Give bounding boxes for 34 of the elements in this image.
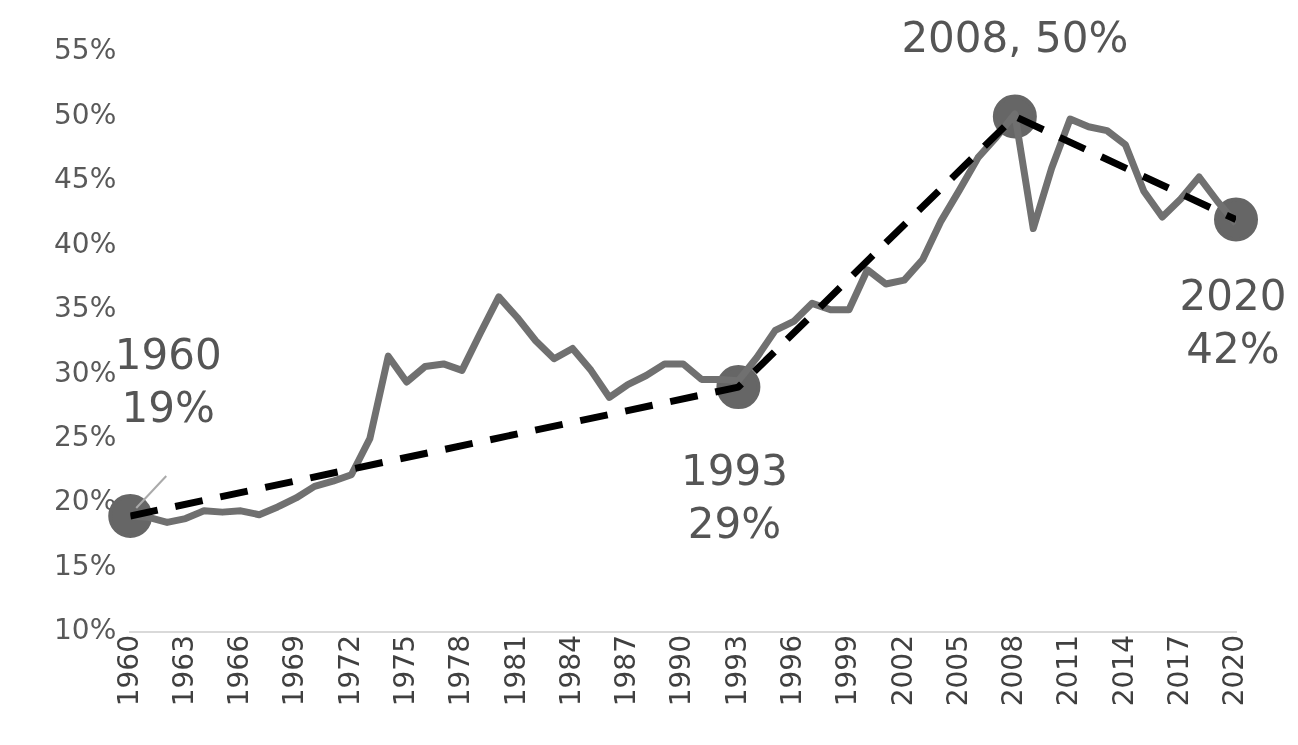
y-tick-label: 30% bbox=[54, 355, 117, 389]
y-tick-label: 20% bbox=[54, 484, 117, 518]
y-tick-label: 40% bbox=[54, 226, 117, 260]
x-tick-label: 1975 bbox=[387, 635, 421, 707]
annotation: 2020 42% bbox=[1179, 271, 1287, 374]
y-tick-label: 25% bbox=[54, 419, 117, 453]
y-tick-label: 45% bbox=[54, 162, 117, 196]
x-tick-label: 2008 bbox=[996, 635, 1030, 707]
x-tick-label: 2005 bbox=[940, 635, 974, 707]
x-tick-label: 1990 bbox=[664, 635, 698, 707]
y-tick-label: 10% bbox=[54, 613, 117, 647]
x-tick-label: 2002 bbox=[885, 635, 919, 707]
x-tick-label: 1984 bbox=[553, 635, 587, 707]
x-tick-label: 1987 bbox=[609, 635, 643, 707]
x-tick-label: 1993 bbox=[719, 635, 753, 707]
y-tick-label: 35% bbox=[54, 291, 117, 325]
x-tick-label: 1972 bbox=[332, 635, 366, 707]
y-tick-label: 15% bbox=[54, 548, 117, 582]
annotation: 1993 29% bbox=[680, 446, 788, 549]
x-tick-label: 1981 bbox=[498, 635, 532, 707]
x-tick-label: 1978 bbox=[443, 635, 477, 707]
x-tick-label: 2020 bbox=[1217, 635, 1251, 707]
x-tick-label: 1963 bbox=[166, 635, 200, 707]
x-tick-label: 2011 bbox=[1051, 635, 1085, 707]
x-tick-label: 1996 bbox=[774, 635, 808, 707]
y-tick-label: 50% bbox=[54, 97, 117, 131]
x-tick-label: 1969 bbox=[277, 635, 311, 707]
x-tick-label: 1999 bbox=[830, 635, 864, 707]
annotation: 1960 19% bbox=[114, 329, 222, 432]
x-tick-label: 2017 bbox=[1161, 635, 1195, 707]
x-tick-label: 2014 bbox=[1106, 635, 1140, 707]
x-tick-label: 1966 bbox=[222, 635, 256, 707]
y-tick-label: 55% bbox=[54, 33, 117, 67]
annotation: 2008, 50% bbox=[901, 13, 1129, 63]
